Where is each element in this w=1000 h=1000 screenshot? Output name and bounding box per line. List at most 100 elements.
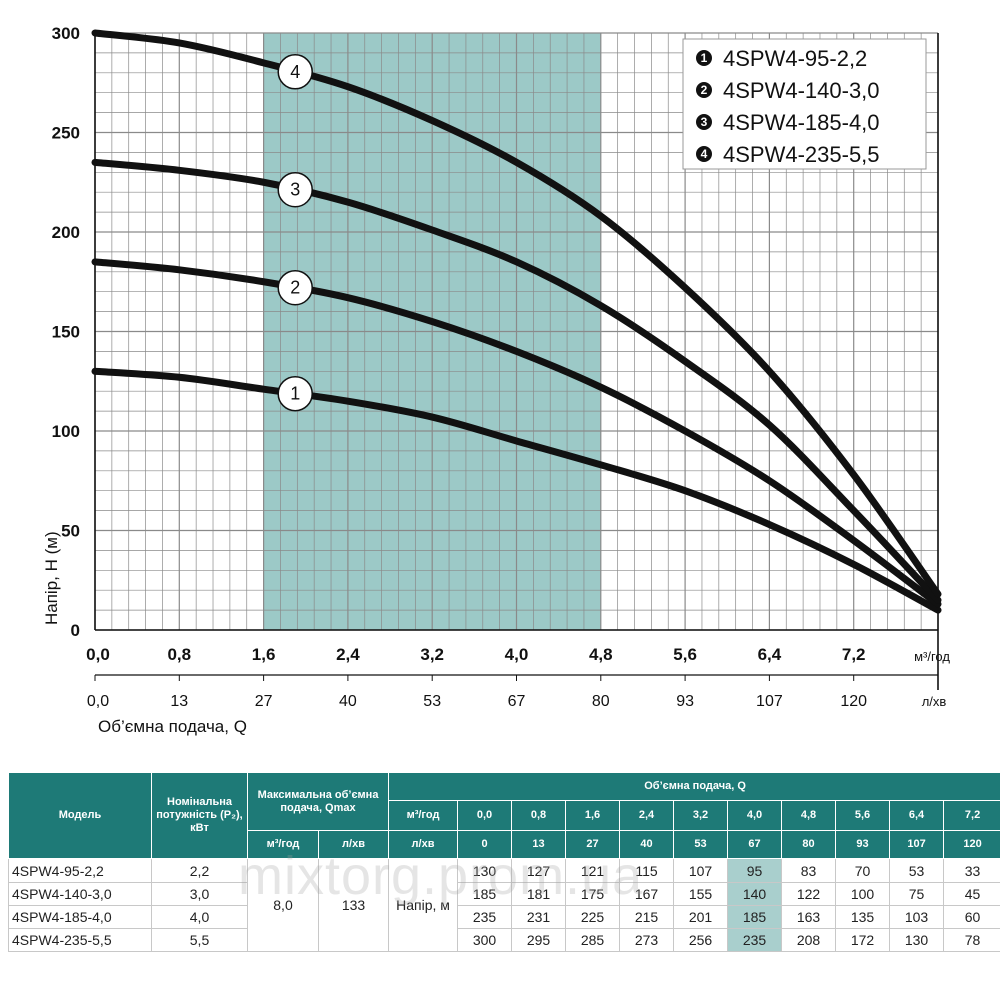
- head-value-cell: 130: [457, 858, 513, 883]
- flow-m3-header: 3,2: [673, 800, 729, 832]
- x2-tick-label: 53: [423, 693, 441, 710]
- x-axis-title: Об’ємна подача, Q: [98, 717, 247, 736]
- flow-lmin-header: 0: [457, 830, 513, 860]
- head-value-cell: 100: [835, 881, 891, 906]
- curve-marker-3: [277, 171, 313, 208]
- power-cell: 5,5: [151, 927, 248, 953]
- power-cell: 4,0: [151, 904, 248, 929]
- flow-lmin-header: 40: [619, 830, 675, 860]
- model-cell: 4SPW4-235-5,5: [8, 927, 152, 953]
- x2-tick-label: 80: [592, 693, 610, 710]
- legend-marker-num: 1: [701, 51, 708, 65]
- head-value-cell: 78: [943, 927, 1000, 953]
- head-value-cell: 60: [943, 904, 1000, 929]
- table-row: 4SPW4-140-3,0 3,0 185 181 175 167 155 140 122 100…: [8, 881, 1000, 906]
- curve-marker-label: 3: [290, 180, 300, 200]
- head-value-cell: 107: [673, 858, 729, 883]
- x-tick-label: 0,8: [167, 645, 191, 664]
- y-tick-label: 50: [61, 522, 80, 541]
- y-tick-label: 150: [52, 323, 80, 342]
- head-value-cell: 140: [727, 881, 783, 906]
- flow-m3-header: 0,8: [511, 800, 567, 832]
- head-value-cell: 33: [943, 858, 1000, 883]
- power-header: Номінальна потужність (P₂), кВт: [151, 771, 248, 860]
- curve-marker-label: 1: [290, 384, 300, 404]
- flow-lmin-header: 67: [727, 830, 783, 860]
- power-cell: 2,2: [151, 858, 248, 883]
- x-tick-label: 7,2: [842, 645, 866, 664]
- head-value-cell: 163: [781, 904, 837, 929]
- legend-label: 4SPW4-185-4,0: [723, 110, 880, 135]
- x-tick-label: 5,6: [673, 645, 697, 664]
- curve-4: [91, 29, 942, 598]
- model-cell: 4SPW4-185-4,0: [8, 904, 152, 929]
- flow-lmin-header: 13: [511, 830, 567, 860]
- flow-lmin-header: 93: [835, 830, 891, 860]
- flow-m3-header: 4,8: [781, 800, 837, 832]
- flow-lmin-header: 80: [781, 830, 837, 860]
- legend-label: 4SPW4-95-2,2: [723, 46, 867, 71]
- qmax-header: Максимальна об’ємна подача, Qmax: [246, 771, 390, 832]
- x-tick-label: 1,6: [252, 645, 276, 664]
- x2-tick-label: 93: [676, 693, 694, 710]
- head-label-cell: Напір, м: [388, 858, 459, 952]
- flow-m3-header: 1,6: [565, 800, 621, 832]
- y-tick-label: 100: [52, 422, 80, 441]
- curve-2: [91, 258, 942, 608]
- head-value-cell: 295: [511, 927, 567, 953]
- head-value-cell: 235: [727, 927, 783, 953]
- legend-marker-4: [696, 146, 712, 162]
- flow-lmin-header: 107: [889, 830, 945, 860]
- flow-lmin-header: 53: [673, 830, 729, 860]
- flow-lmin-header: 27: [565, 830, 621, 860]
- flow-m3-header: 4,0: [727, 800, 783, 832]
- x2-tick-label: 0,0: [87, 693, 109, 710]
- x-tick-label: 6,4: [758, 645, 782, 664]
- head-value-cell: 121: [565, 858, 621, 883]
- head-value-cell: 130: [889, 927, 945, 953]
- model-cell: 4SPW4-95-2,2: [8, 858, 152, 883]
- head-value-cell: 256: [673, 927, 729, 953]
- qmax-m3-cell: 8,0: [247, 858, 319, 952]
- unit-lmin-header: л/хв: [388, 830, 459, 860]
- x-tick-label: 4,8: [589, 645, 613, 664]
- flow-m3-header: 5,6: [835, 800, 891, 832]
- head-value-cell: 83: [781, 858, 837, 883]
- table-row: 4SPW4-95-2,2 2,2 8,0 133 Напір, м 130 127 121 11…: [8, 858, 1000, 952]
- legend: 1 4SPW4-95-2,2 2 4SPW4-140-3,0 3 4SPW4-185-4,…: [682, 38, 927, 170]
- performance-table: Модель Номінальна потужність (P₂), кВт М…: [8, 771, 1000, 953]
- head-value-cell: 75: [889, 881, 945, 906]
- model-header: Модель: [8, 771, 152, 860]
- x-tick-label: 4,0: [505, 645, 529, 664]
- legend-marker-num: 2: [701, 83, 708, 97]
- curve-3: [91, 158, 942, 604]
- legend-marker-3: [696, 114, 712, 130]
- legend-marker-num: 4: [701, 147, 708, 161]
- head-value-cell: 155: [673, 881, 729, 906]
- y-axis-title: Напір, H (м): [42, 531, 61, 625]
- x2-tick-label: 40: [339, 693, 357, 710]
- table-row: 4SPW4-185-4,0 4,0 235 231 225 215 201 185 163 135…: [8, 904, 1000, 929]
- flow-header: Об’ємна подача, Q: [388, 771, 1000, 802]
- head-value-cell: 215: [619, 904, 675, 929]
- x-tick-label: 0,0: [86, 645, 110, 664]
- legend-label: 4SPW4-140-3,0: [723, 78, 880, 103]
- flow-m3-header: 7,2: [943, 800, 1000, 832]
- x2-tick-label: 13: [170, 693, 188, 710]
- tick-labels: 0 50 100 150 200 250 300 0,0 0,8 1,6 2,4 3,2 4,0 4,8 5…: [52, 24, 868, 710]
- qmax-m3-header: м³/год: [247, 830, 319, 860]
- y-tick-label: 200: [52, 223, 80, 242]
- table-row: 4SPW4-235-5,5 5,5 300 295 285 273 256 235 208 172…: [8, 927, 1000, 953]
- head-value-cell: 273: [619, 927, 675, 953]
- y-tick-label: 0: [71, 621, 80, 640]
- legend-marker-1: [696, 50, 712, 66]
- curve-marker-1: [277, 375, 313, 412]
- head-value-cell: 285: [565, 927, 621, 953]
- x2-tick-label: 107: [756, 693, 783, 710]
- qmax-lmin-cell: 133: [317, 858, 390, 952]
- x-axis-unit: м³/год: [914, 649, 950, 664]
- head-value-cell: 70: [835, 858, 891, 883]
- head-value-cell: 185: [727, 904, 783, 929]
- qmax-lmin-header: л/хв: [317, 830, 390, 860]
- x2-tick-label: 27: [255, 693, 273, 710]
